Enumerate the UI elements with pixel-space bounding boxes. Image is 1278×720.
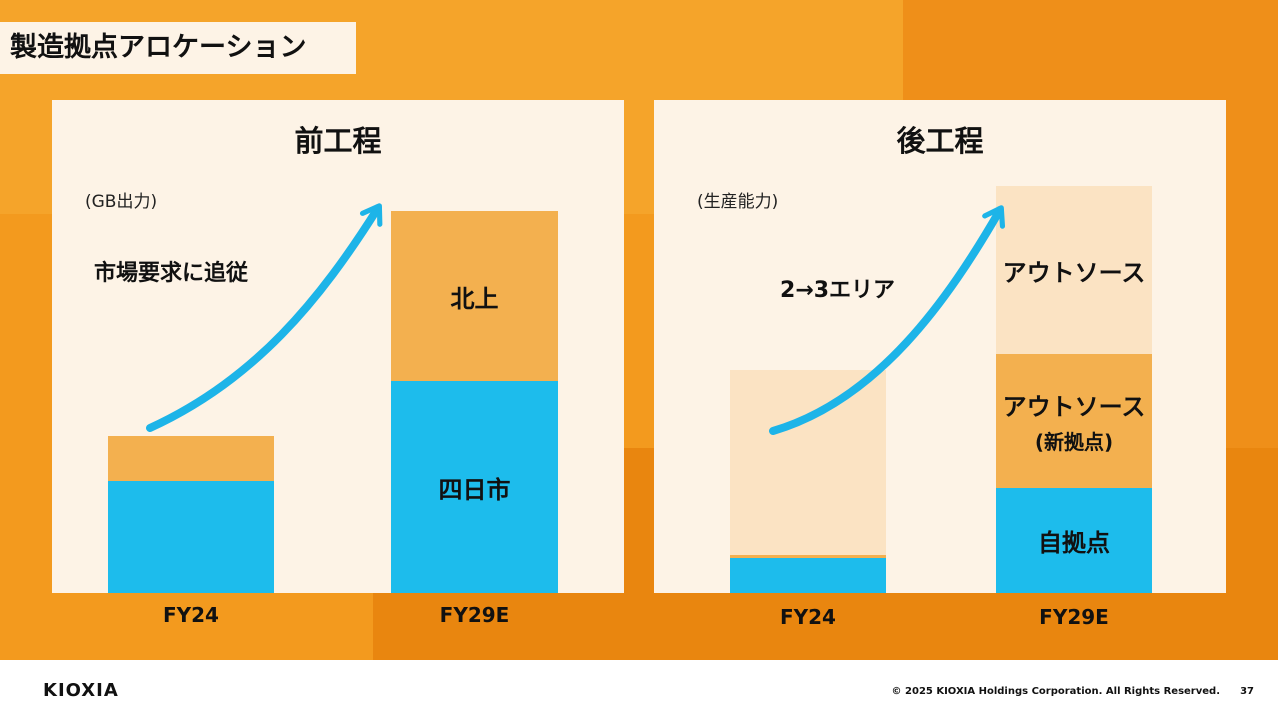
x-axis-tick-label: FY24 <box>780 605 836 629</box>
bar-segment <box>108 436 274 481</box>
kioxia-logo: KIOXIA <box>43 680 119 701</box>
front-end-unit-label: (GB出力) <box>85 192 158 212</box>
bar-segment <box>730 558 886 593</box>
background-tile <box>1226 214 1278 448</box>
bar-segment: アウトソース <box>996 186 1152 354</box>
bar-segment-label: アウトソース (新拠点) <box>1002 393 1146 454</box>
bar-segment <box>108 481 274 593</box>
back-end-annotation: 2→3エリア <box>780 278 896 303</box>
bar-segment: 四日市 <box>391 381 558 593</box>
page-number: 37 <box>1240 686 1254 697</box>
bar-segment-label: 北上 <box>450 284 499 313</box>
back-end-unit-label: (生産能力) <box>697 192 779 212</box>
bar-segment: 北上 <box>391 211 558 381</box>
copyright-text: © 2025 KIOXIA Holdings Corporation. All … <box>891 686 1220 697</box>
x-axis-tick-label: FY24 <box>163 603 219 627</box>
slide-title: 製造拠点アロケーション <box>0 22 356 74</box>
bar-segment-label: 四日市 <box>438 475 511 504</box>
bar-segment: アウトソース (新拠点) <box>996 354 1152 488</box>
front-end-annotation: 市場要求に追従 <box>94 261 249 286</box>
bar-segment: 自拠点 <box>996 488 1152 593</box>
slide-background: 製造拠点アロケーション 前工程 (GB出力) 市場要求に追従 後工程 (生産能力… <box>0 0 1278 660</box>
back-end-title: 後工程 <box>896 124 984 158</box>
bar-segment-label: 自拠点 <box>1038 529 1110 557</box>
bar-segment <box>730 370 886 555</box>
x-axis-tick-label: FY29E <box>1039 605 1109 629</box>
front-end-title: 前工程 <box>294 124 382 158</box>
bar-segment-label: アウトソース <box>1002 258 1146 287</box>
x-axis-tick-label: FY29E <box>439 603 510 627</box>
bar-segment <box>730 555 886 558</box>
